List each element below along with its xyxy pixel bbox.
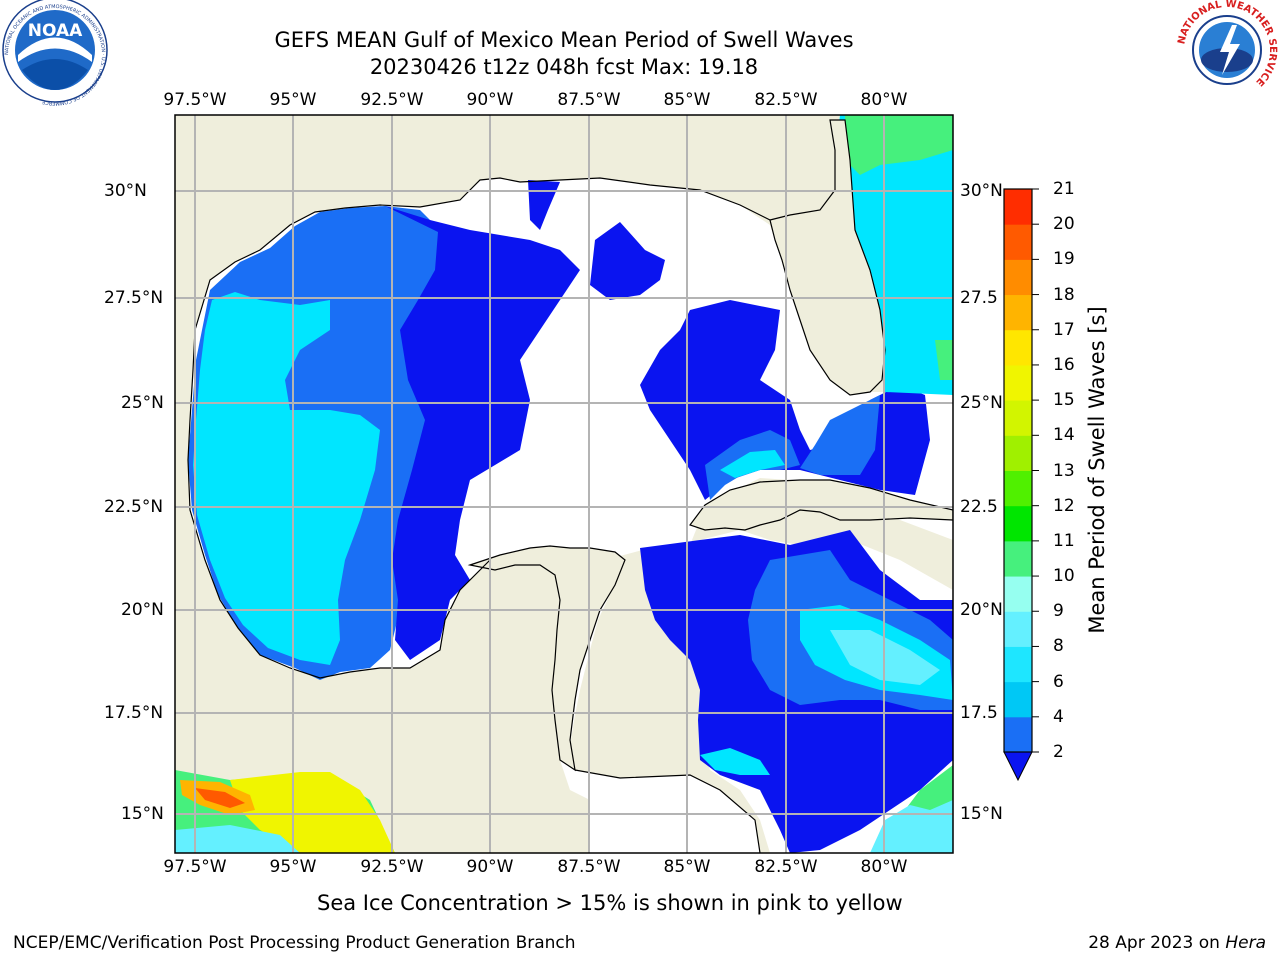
colorbar-cell (1004, 681, 1032, 718)
map-title: GEFS MEAN Gulf of Mexico Mean Period of … (274, 28, 854, 52)
colorbar-tick-label: 13 (1053, 460, 1075, 481)
lat-label-right-20n: 20°N (960, 600, 1003, 620)
colorbar-cell (1004, 224, 1032, 260)
colorbar-tick-label: 4 (1053, 706, 1064, 727)
noaa-logo-text: NOAA (28, 21, 83, 41)
swell-field-west-cyan (193, 292, 380, 665)
noaa-logo: NOAA NATIONAL OCEANIC AND ATMOSPHERIC AD… (2, 0, 108, 106)
colorbar-cell (1004, 576, 1032, 612)
swell-field-caribbean-south (700, 748, 770, 775)
lon-label-bottom-87-5w: 87.5°W (557, 857, 621, 877)
lon-label-top-82-5w: 82.5°W (754, 90, 818, 110)
colorbar-tick-label: 12 (1053, 495, 1075, 516)
colorbar-cell (1004, 294, 1032, 331)
map-area (175, 115, 953, 853)
map-frame (174, 114, 954, 854)
colorbar-tick-label: 17 (1053, 319, 1075, 340)
lon-label-bottom-80w: 80°W (860, 857, 908, 877)
lat-label-right-17-5: 17.5 (960, 703, 998, 723)
pacific-field-red (195, 788, 245, 808)
swell-field-atlantic-green-patch (935, 340, 953, 380)
colorbar-tick-label: 14 (1053, 425, 1075, 446)
swell-field-east-cyan (720, 450, 785, 478)
nws-logo: NATIONAL WEATHER SERVICE (1176, 0, 1278, 100)
lat-label-right-15n: 15°N (960, 804, 1003, 824)
swell-field-straits-blue (800, 395, 880, 475)
colorbar-tick-label: 16 (1053, 354, 1075, 375)
lon-label-top-92-5w: 92.5°W (360, 90, 424, 110)
lon-label-top-90w: 90°W (466, 90, 514, 110)
lon-label-bottom-92-5w: 92.5°W (360, 857, 424, 877)
florida-landmass (769, 119, 886, 396)
map-subtitle: 20230426 t12z 048h fcst Max: 19.18 (369, 55, 759, 79)
colorbar-cell (1004, 435, 1032, 471)
lon-label-top-95w: 95°W (269, 90, 317, 110)
sea-ice-note: Sea Ice Concentration > 15% is shown in … (317, 891, 903, 915)
colorbar-tick-label: 6 (1053, 671, 1064, 692)
cuba-landmass (689, 479, 953, 531)
lon-label-bottom-97-5w: 97.5°W (163, 857, 227, 877)
lat-label-left-15n: 15°N (121, 804, 164, 824)
lat-label-right-25n: 25°N (960, 393, 1003, 413)
lon-label-bottom-82-5w: 82.5°W (754, 857, 818, 877)
swell-patch-northcentral (528, 180, 560, 230)
lon-label-bottom-90w: 90°W (466, 857, 514, 877)
lon-label-bottom-95w: 95°W (269, 857, 317, 877)
colorbar-cell (1004, 716, 1032, 753)
colorbar-tick-label: 11 (1053, 530, 1075, 551)
lat-label-right-30n: 30°N (960, 181, 1003, 201)
colorbar-title: Mean Period of Swell Waves [s] (1085, 306, 1109, 634)
footer-date: 28 Apr 2023 on Hera (1088, 933, 1266, 953)
pacific-field-cyan (175, 825, 300, 853)
footer-date-text: 28 Apr 2023 on (1088, 933, 1226, 953)
colorbar-extend-triangle (1003, 751, 1033, 782)
yucatan-landmass (467, 545, 626, 772)
colorbar-tick-label: 8 (1053, 636, 1064, 657)
lon-label-top-87-5w: 87.5°W (557, 90, 621, 110)
colorbar-tick-label: 15 (1053, 390, 1075, 411)
swell-field-atlantic-cyan (835, 115, 953, 395)
pacific-field-yellow (230, 772, 395, 853)
colorbar-cell (1004, 189, 1032, 225)
lat-label-left-27-5n: 27.5°N (104, 288, 164, 308)
lat-label-right-22-5: 22.5 (960, 497, 998, 517)
footer-credit: NCEP/EMC/Verification Post Processing Pr… (13, 933, 576, 953)
lat-label-left-25n: 25°N (121, 393, 164, 413)
lon-label-top-80w: 80°W (860, 90, 908, 110)
colorbar-cell (1004, 364, 1032, 401)
graticule (175, 115, 953, 853)
colorbar-cell (1004, 611, 1032, 647)
colorbar-cell (1004, 505, 1032, 542)
colorbar-tick-label: 9 (1053, 601, 1064, 622)
lon-label-top-97-5w: 97.5°W (163, 90, 227, 110)
lat-label-left-30n: 30°N (104, 181, 147, 201)
lon-label-top-85w: 85°W (663, 90, 711, 110)
coastline-west (187, 177, 771, 679)
colorbar-tick-label: 20 (1053, 214, 1075, 235)
colorbar-tick-label: 10 (1053, 566, 1075, 587)
coastline-central-america (574, 769, 761, 853)
swell-field-atlantic-green (845, 115, 953, 175)
colorbar-cell (1004, 646, 1032, 683)
lat-label-left-17-5n: 17.5°N (104, 703, 164, 723)
lon-label-bottom-85w: 85°W (663, 857, 711, 877)
colorbar-cell (1004, 329, 1032, 366)
colorbar-tick-label: 19 (1053, 249, 1075, 270)
footer-host: Hera (1225, 933, 1266, 953)
colorbar (1003, 188, 1039, 782)
colorbar-tick-label: 18 (1053, 284, 1075, 305)
colorbar-cell (1004, 400, 1032, 436)
swell-patch-central (590, 222, 665, 300)
colorbar-tick-label: 2 (1053, 742, 1064, 762)
colorbar-cell (1004, 470, 1032, 507)
lat-label-left-20n: 20°N (121, 600, 164, 620)
colorbar-cell (1004, 259, 1032, 296)
lat-label-right-27-5: 27.5 (960, 288, 998, 308)
colorbar-tick-label: 21 (1053, 179, 1075, 199)
colorbar-cell (1004, 540, 1032, 577)
swell-field-west-darkblue (385, 206, 580, 660)
lat-label-left-22-5n: 22.5°N (104, 497, 164, 517)
